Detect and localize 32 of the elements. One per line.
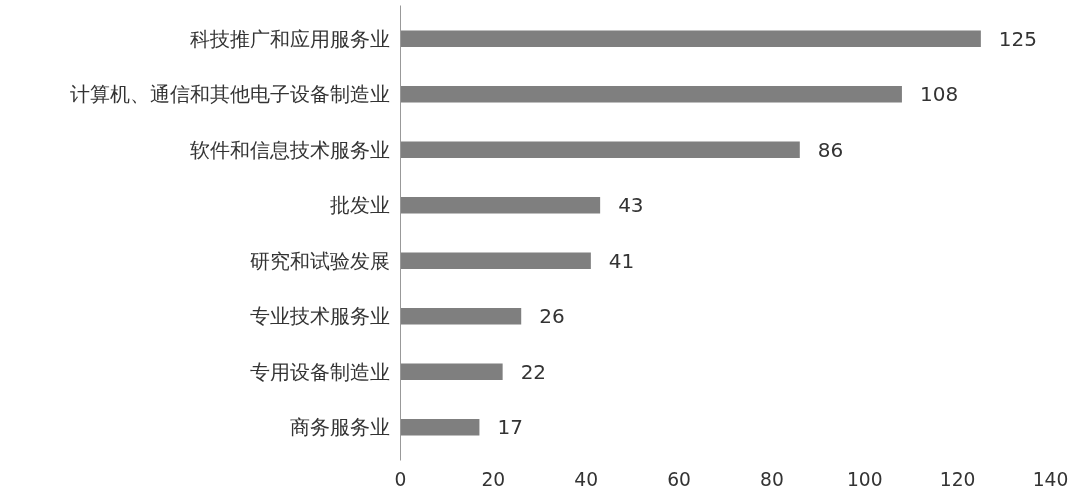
y-tick-label: 专业技术服务业 — [249, 304, 390, 329]
y-tick-label: 科技推广和应用服务业 — [189, 26, 390, 51]
y-tick-label: 批发业 — [329, 193, 390, 218]
bar — [400, 141, 800, 159]
bar — [400, 363, 503, 381]
y-tick-label: 专用设备制造业 — [249, 359, 390, 384]
x-tick-label: 40 — [574, 468, 599, 490]
bar — [400, 30, 981, 48]
data-label: 26 — [539, 304, 565, 329]
x-tick-label: 20 — [481, 468, 506, 490]
bar — [400, 307, 522, 325]
y-tick-label: 软件和信息技术服务业 — [189, 137, 390, 162]
data-label: 108 — [919, 82, 959, 107]
y-tick-label: 研究和试验发展 — [249, 248, 390, 273]
bar — [400, 85, 902, 103]
data-label: 22 — [520, 359, 547, 384]
y-tick-label: 计算机、通信和其他电子设备制造业 — [69, 82, 390, 107]
x-tick-label: 140 — [1032, 468, 1069, 490]
bar — [400, 196, 601, 214]
data-label: 17 — [497, 415, 523, 440]
x-tick-label: 120 — [939, 468, 976, 490]
y-tick-label: 商务服务业 — [289, 415, 390, 440]
data-label: 43 — [618, 193, 644, 218]
data-label: 41 — [608, 248, 635, 273]
x-tick-label: 100 — [846, 468, 883, 490]
data-label: 86 — [817, 137, 844, 162]
data-label: 125 — [998, 26, 1038, 51]
bar — [400, 252, 591, 270]
x-tick-label: 60 — [667, 468, 691, 490]
x-tick-label: 0 — [394, 468, 407, 490]
x-tick-label: 80 — [760, 468, 784, 490]
bar — [400, 418, 480, 436]
